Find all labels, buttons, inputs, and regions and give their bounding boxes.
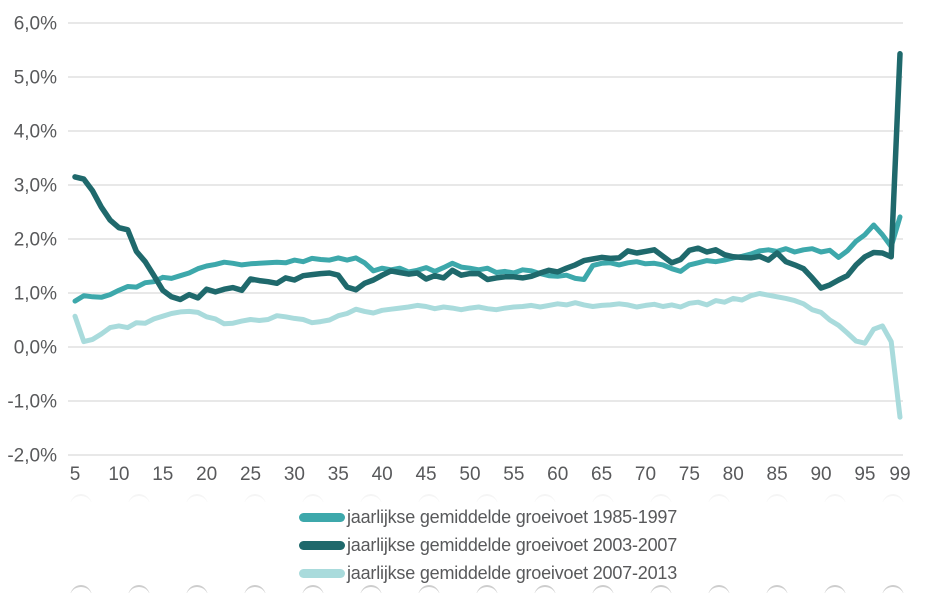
legend-label: jaarlijkse gemiddelde groeivoet 2003-200… bbox=[347, 535, 678, 555]
y-tick-label: -2,0% bbox=[7, 446, 57, 467]
x-tick-label: 95 bbox=[854, 464, 875, 485]
text-artifact-mark bbox=[824, 585, 846, 593]
x-tick-label: 40 bbox=[372, 464, 393, 485]
y-tick-label: 2,0% bbox=[14, 230, 57, 251]
x-tick-label: 99 bbox=[889, 464, 910, 485]
text-artifact-mark bbox=[708, 585, 730, 593]
text-artifact-mark bbox=[128, 585, 150, 593]
series-line-3 bbox=[72, 291, 903, 420]
y-tick-label: 3,0% bbox=[14, 176, 57, 197]
text-artifact-mark bbox=[244, 585, 266, 593]
text-artifact-mark bbox=[186, 585, 208, 593]
legend-swatch-icon bbox=[299, 540, 345, 550]
x-tick-label: 25 bbox=[240, 464, 261, 485]
series-line-1 bbox=[72, 214, 903, 304]
x-tick-label: 85 bbox=[767, 464, 788, 485]
legend-swatch-icon bbox=[299, 568, 345, 578]
legend-item-2003-2007: jaarlijkse gemiddelde groeivoet 2003-200… bbox=[299, 531, 677, 559]
x-tick-label: 45 bbox=[415, 464, 436, 485]
legend-label: jaarlijkse gemiddelde groeivoet 2007-201… bbox=[347, 563, 678, 583]
y-tick-label: 1,0% bbox=[14, 284, 57, 305]
x-tick-label: 70 bbox=[635, 464, 656, 485]
y-tick-label: 5,0% bbox=[14, 68, 57, 89]
y-tick-label: 6,0% bbox=[14, 14, 57, 35]
legend-swatch-icon bbox=[299, 512, 345, 522]
series-line-2 bbox=[72, 51, 903, 303]
x-tick-label: 90 bbox=[810, 464, 831, 485]
x-tick-label: 80 bbox=[723, 464, 744, 485]
x-tick-label: 20 bbox=[196, 464, 217, 485]
y-tick-label: 4,0% bbox=[14, 122, 57, 143]
x-tick-label: 50 bbox=[459, 464, 480, 485]
y-tick-label: 0,0% bbox=[14, 338, 57, 359]
chart-area: 6,0% 5,0% 4,0% 3,0% 2,0% 1,0% 0,0% -1,0% -2,0% 5 1… bbox=[7, 14, 910, 486]
growth-chart: 6,0% 5,0% 4,0% 3,0% 2,0% 1,0% 0,0% -1,0% -2,0% 5 1… bbox=[7, 14, 910, 486]
legend-label: jaarlijkse gemiddelde groeivoet 1985-199… bbox=[347, 507, 678, 527]
text-artifact-mark bbox=[882, 585, 904, 593]
x-tick-label: 60 bbox=[547, 464, 568, 485]
text-artifact-mark bbox=[766, 585, 788, 593]
legend: jaarlijkse gemiddelde groeivoet 1985-199… bbox=[299, 503, 677, 587]
x-tick-label: 35 bbox=[328, 464, 349, 485]
x-tick-label: 15 bbox=[152, 464, 173, 485]
text-artifact-mark bbox=[70, 585, 92, 593]
x-tick-label: 5 bbox=[70, 464, 81, 485]
x-tick-label: 65 bbox=[591, 464, 612, 485]
x-tick-label: 10 bbox=[108, 464, 129, 485]
legend-item-2007-2013: jaarlijkse gemiddelde groeivoet 2007-201… bbox=[299, 559, 677, 587]
x-tick-label: 55 bbox=[503, 464, 524, 485]
x-tick-label: 75 bbox=[679, 464, 700, 485]
legend-item-1985-1997: jaarlijkse gemiddelde groeivoet 1985-199… bbox=[299, 503, 677, 531]
x-tick-label: 30 bbox=[284, 464, 305, 485]
y-tick-label: -1,0% bbox=[7, 392, 57, 413]
